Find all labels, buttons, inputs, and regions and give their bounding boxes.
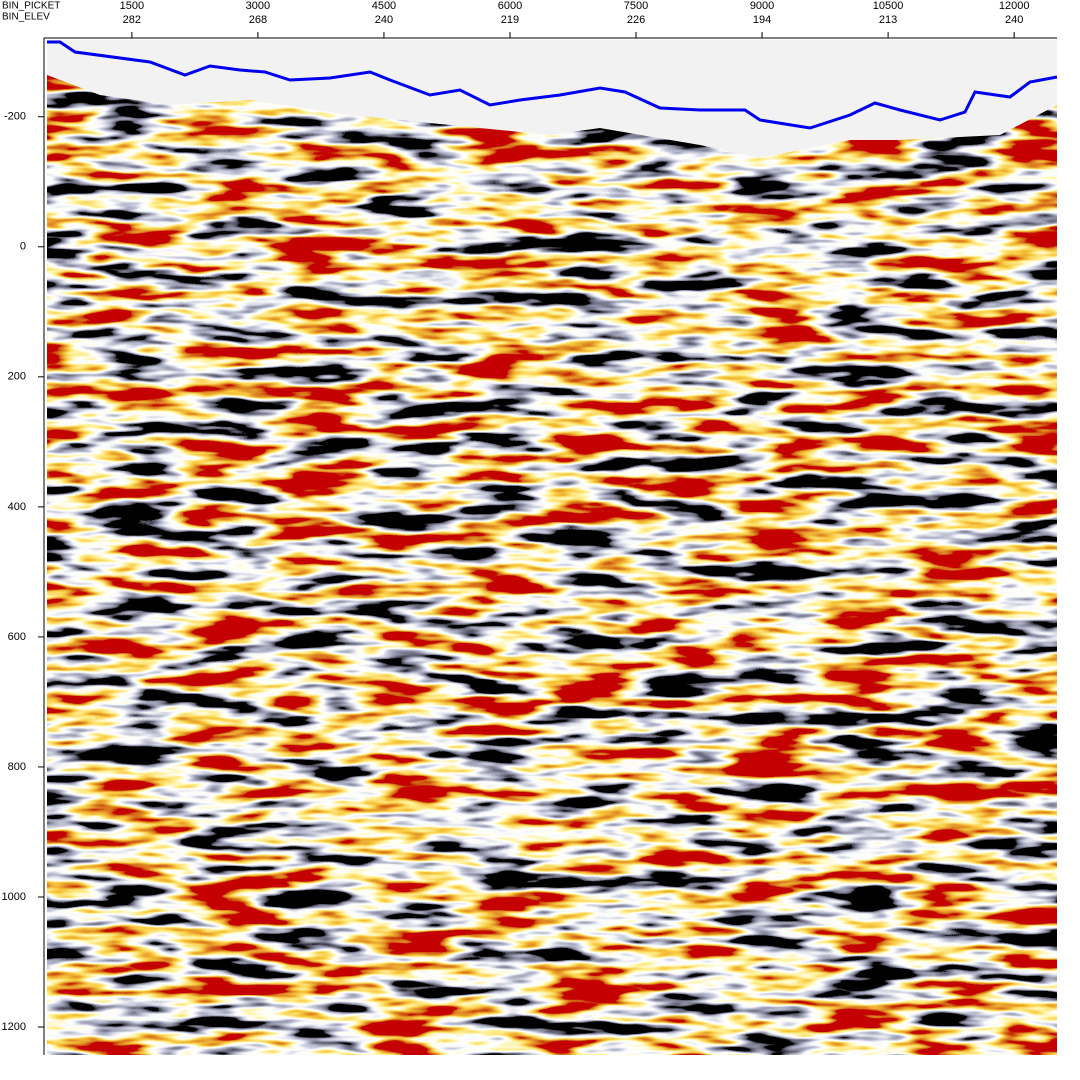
x-tick-label: 6000 bbox=[498, 0, 522, 12]
elev-label: 240 bbox=[1005, 14, 1023, 26]
elev-label: 226 bbox=[627, 14, 645, 26]
elev-label: 213 bbox=[879, 14, 897, 26]
x-row-label: BIN_ELEV bbox=[2, 12, 50, 23]
elev-label: 219 bbox=[501, 14, 519, 26]
y-tick-label: 800 bbox=[8, 761, 26, 773]
x-tick-label: 10500 bbox=[873, 0, 904, 12]
seismic-traces bbox=[47, 75, 1057, 1055]
elev-label: 268 bbox=[249, 14, 267, 26]
elev-label: 194 bbox=[753, 14, 771, 26]
x-tick-label: 3000 bbox=[246, 0, 270, 12]
x-tick-label: 4500 bbox=[372, 0, 396, 12]
y-tick-label: 1200 bbox=[2, 1021, 26, 1033]
y-tick-label: 200 bbox=[8, 371, 26, 383]
y-tick-label: 600 bbox=[8, 631, 26, 643]
x-tick-label: 12000 bbox=[999, 0, 1030, 12]
x-tick-label: 7500 bbox=[624, 0, 648, 12]
elev-label: 240 bbox=[375, 14, 393, 26]
elev-label: 282 bbox=[123, 14, 141, 26]
x-tick-label: 1500 bbox=[120, 0, 144, 12]
x-tick-label: 9000 bbox=[750, 0, 774, 12]
elevation-line bbox=[47, 40, 1058, 130]
seismic-amplitude bbox=[47, 75, 1057, 1055]
y-tick-label: 400 bbox=[8, 501, 26, 513]
y-tick-label: 0 bbox=[20, 241, 26, 253]
y-tick-label: 1000 bbox=[2, 891, 26, 903]
y-tick-label: -200 bbox=[4, 111, 26, 123]
x-row-label: BIN_PICKET bbox=[2, 1, 60, 12]
